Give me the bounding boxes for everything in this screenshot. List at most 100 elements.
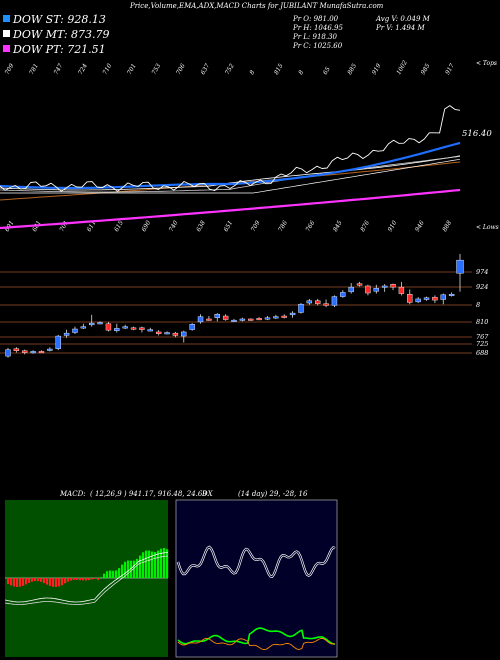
macd-histogram-bar: [70, 578, 73, 581]
candle-body: [105, 323, 112, 331]
candle-body: [423, 297, 430, 300]
macd-histogram-bar: [37, 578, 40, 582]
tick-label: 701: [126, 63, 138, 76]
tick-label: 690: [140, 219, 152, 233]
candle-body: [22, 350, 28, 353]
candle-body: [356, 283, 363, 286]
macd-histogram-bar: [52, 578, 55, 587]
tick-label: 985: [420, 62, 432, 76]
price-level-label: 924: [476, 283, 488, 291]
candle-body: [432, 296, 438, 301]
candle-body: [381, 285, 388, 288]
macd-histogram-bar: [148, 550, 151, 578]
candle-body: [5, 349, 11, 357]
dow-st-swatch: [3, 15, 10, 22]
tick-label: 919: [371, 62, 383, 76]
candle-body: [147, 329, 153, 332]
macd-histogram-bar: [166, 549, 169, 578]
candle-body: [164, 332, 170, 335]
candle-body: [365, 285, 371, 294]
macd-histogram-bar: [112, 570, 115, 578]
candlestick-series: [5, 253, 464, 358]
macd-histogram-bar: [67, 578, 70, 582]
dow-pt-swatch: [3, 45, 10, 52]
candle-body: [273, 316, 279, 319]
tick-label: 910: [387, 219, 399, 233]
candle-body: [206, 318, 212, 321]
candle-body: [97, 322, 103, 325]
tick-label: 709: [4, 62, 16, 76]
macd-histogram-bar: [22, 578, 25, 586]
price-open: Pr O: 981.00: [292, 15, 339, 23]
macd-histogram-bar: [13, 578, 16, 587]
lows-label: < Lows: [476, 224, 499, 231]
macd-histogram-bar: [43, 578, 46, 584]
price-volume: Pr V: 1.494 M: [375, 24, 425, 32]
candle-body: [315, 300, 321, 304]
dow-mt-swatch: [3, 30, 10, 37]
candle-body: [72, 328, 78, 333]
macd-histogram-bar: [121, 564, 124, 578]
candle-body: [398, 286, 405, 294]
macd-histogram-bar: [118, 568, 121, 578]
candle-body: [55, 335, 61, 349]
close-line: [0, 105, 461, 192]
candle-body: [456, 259, 464, 274]
macd-histogram-bar: [28, 578, 31, 583]
candle-body: [222, 315, 229, 320]
candle-body: [323, 303, 329, 306]
macd-histogram-bar: [139, 555, 142, 578]
macd-histogram-bar: [76, 578, 79, 580]
candle-body: [130, 327, 137, 330]
candle-body: [248, 318, 254, 321]
tick-label: 786: [277, 219, 289, 233]
tick-label: 917: [444, 62, 456, 76]
candle-body: [63, 332, 70, 336]
macd-histogram-bar: [91, 578, 94, 580]
candle-body: [13, 348, 20, 352]
candle-body: [281, 315, 287, 318]
ema-line-2: [0, 155, 461, 193]
candle-body: [139, 327, 145, 330]
macd-histogram-bar: [97, 578, 100, 580]
adx-line-inner: [177, 546, 336, 578]
macd-histogram-bar: [127, 560, 130, 578]
dow-mt-label: DOW MT: 873.79: [12, 28, 110, 41]
macd-histogram-bar: [100, 577, 103, 578]
candle-body: [373, 288, 379, 292]
macd-histogram-bar: [130, 560, 133, 578]
candle-body: [80, 326, 87, 329]
macd-histogram-bar: [25, 578, 28, 585]
ema-long-line: [0, 161, 461, 201]
candle-body: [340, 292, 346, 297]
candle-body: [214, 314, 220, 318]
macd-histogram-bar: [115, 570, 118, 578]
tick-label: 747: [53, 62, 65, 76]
candle-body: [306, 300, 313, 304]
macd-histogram-bar: [34, 578, 37, 582]
macd-histogram-bar: [151, 551, 154, 578]
tick-label: 701: [58, 220, 70, 233]
macd-histogram-bar: [19, 578, 22, 587]
ema-panel: [0, 105, 461, 230]
candle-body: [38, 351, 45, 354]
tick-label: 706: [175, 62, 187, 76]
tick-label: 1002: [395, 59, 409, 76]
tick-label: 8: [248, 69, 256, 76]
tick-label: 876: [359, 219, 371, 233]
tick-label: 638: [195, 219, 207, 233]
price-close: Pr C: 1025.60: [292, 42, 343, 50]
macd-histogram-bar: [55, 578, 58, 587]
candle-body: [348, 286, 354, 293]
price-high: Pr H: 1046.95: [292, 24, 343, 32]
candle-body: [448, 294, 455, 296]
minus-di-line: [177, 637, 336, 651]
plus-di-line: [177, 627, 336, 645]
tick-label: 709: [250, 219, 262, 233]
candle-body: [197, 316, 204, 323]
candle-body: [189, 324, 195, 330]
macd-histogram-bar: [106, 571, 109, 578]
chart-title: Price,Volume,EMA,ADX,MACD Charts for JUB…: [129, 2, 384, 10]
tick-label: 815: [273, 62, 285, 76]
